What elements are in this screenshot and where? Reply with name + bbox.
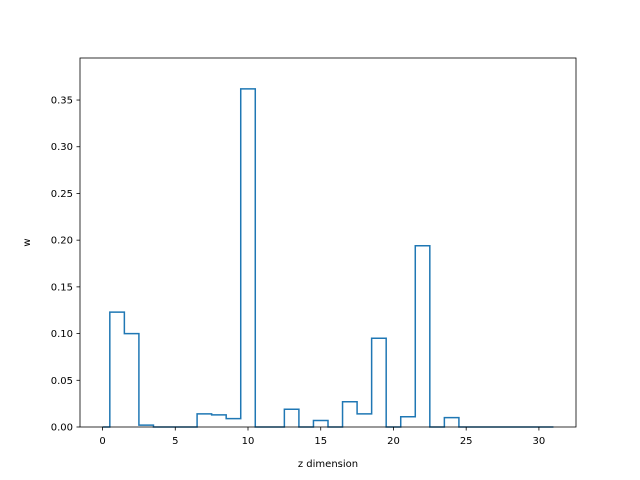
x-tick-label: 10 bbox=[242, 436, 255, 447]
y-tick-label: 0.25 bbox=[51, 189, 73, 200]
axes-frame bbox=[79, 57, 577, 428]
y-tick-label: 0.10 bbox=[51, 329, 73, 340]
y-axis-label: w bbox=[22, 238, 33, 246]
x-tick-label: 20 bbox=[387, 436, 400, 447]
x-tick-label: 25 bbox=[460, 436, 473, 447]
x-axis-label: z dimension bbox=[298, 459, 358, 470]
y-tick-label: 0.00 bbox=[51, 423, 73, 434]
x-axis-ticks: 0 5 10 15 20 25 30 bbox=[99, 427, 545, 447]
y-tick-label: 0.35 bbox=[51, 96, 73, 107]
x-tick-label: 0 bbox=[99, 436, 105, 447]
x-tick-label: 30 bbox=[533, 436, 546, 447]
x-tick-label: 5 bbox=[172, 436, 178, 447]
y-tick-label: 0.20 bbox=[51, 236, 73, 247]
y-tick-label: 0.15 bbox=[51, 282, 73, 293]
x-tick-label: 15 bbox=[314, 436, 327, 447]
y-axis-ticks: 0.00 0.05 0.10 0.15 0.20 0.25 0.30 0.35 bbox=[51, 96, 80, 434]
y-tick-label: 0.30 bbox=[51, 142, 73, 153]
y-tick-label: 0.05 bbox=[51, 376, 73, 387]
